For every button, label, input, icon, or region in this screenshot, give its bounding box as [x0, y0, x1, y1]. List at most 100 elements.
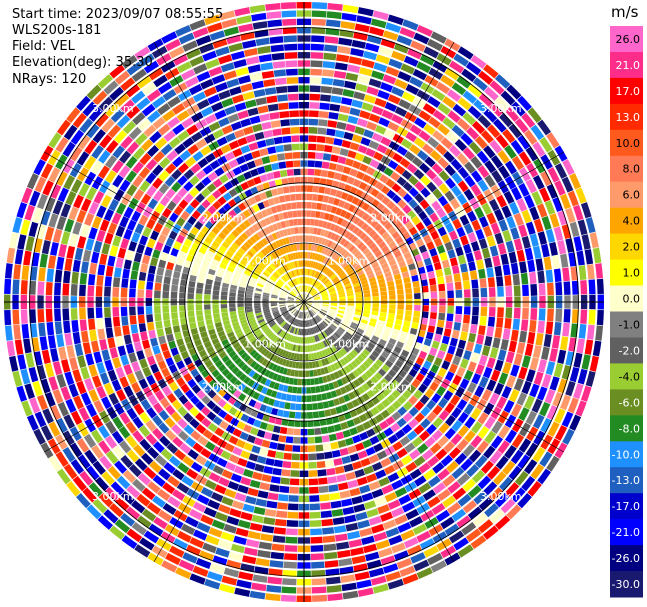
velocity-gate — [289, 343, 294, 351]
velocity-gate — [258, 541, 272, 550]
velocity-gate — [283, 323, 289, 330]
velocity-gate — [364, 226, 373, 234]
colorbar-tick-label: 26.0 — [616, 33, 641, 46]
velocity-gate — [299, 328, 302, 336]
velocity-gate — [454, 452, 468, 466]
velocity-gate — [493, 471, 507, 486]
velocity-gate — [103, 80, 119, 95]
velocity-gate — [539, 401, 551, 417]
velocity-gate — [353, 563, 368, 573]
velocity-gate — [406, 430, 418, 441]
velocity-gate — [344, 80, 357, 90]
velocity-gate — [478, 376, 489, 388]
velocity-gate — [222, 320, 231, 326]
velocity-gate — [359, 110, 371, 120]
velocity-gate — [442, 96, 456, 109]
velocity-gate — [284, 152, 293, 160]
velocity-gate — [287, 282, 293, 288]
velocity-gate — [270, 44, 284, 53]
velocity-gate — [540, 417, 553, 433]
azimuth-spoke — [153, 42, 305, 303]
velocity-gate — [364, 331, 372, 338]
velocity-gate — [472, 306, 479, 316]
velocity-gate — [478, 497, 494, 511]
velocity-gate — [279, 305, 286, 308]
velocity-gate — [385, 322, 394, 328]
colorbar-swatch — [610, 571, 643, 598]
velocity-gate — [257, 490, 269, 499]
velocity-gate — [190, 327, 199, 336]
velocity-gate — [251, 12, 267, 22]
velocity-gate — [588, 309, 596, 325]
velocity-gate — [248, 142, 259, 151]
velocity-gate — [171, 411, 182, 423]
velocity-gate — [241, 322, 249, 328]
velocity-gate — [362, 247, 371, 256]
velocity-gate — [287, 351, 292, 359]
velocity-gate — [446, 460, 459, 473]
velocity-gate — [215, 547, 230, 558]
velocity-gate — [355, 297, 363, 301]
velocity-gate — [374, 346, 383, 354]
velocity-gate — [372, 583, 389, 594]
velocity-gate — [107, 124, 122, 139]
velocity-gate — [206, 323, 215, 331]
velocity-gate — [164, 417, 176, 429]
velocity-gate — [264, 313, 272, 318]
velocity-gate — [284, 194, 291, 202]
velocity-gate — [408, 175, 419, 186]
velocity-gate — [310, 386, 316, 394]
velocity-gate — [310, 536, 323, 544]
velocity-gate — [90, 429, 104, 444]
velocity-gate — [296, 387, 302, 394]
velocity-gate — [215, 46, 230, 57]
velocity-gate — [339, 259, 347, 267]
velocity-gate — [315, 316, 321, 322]
velocity-gate — [310, 309, 316, 315]
velocity-gate — [344, 158, 354, 167]
velocity-gate — [310, 244, 315, 251]
velocity-gate — [272, 355, 278, 363]
velocity-gate — [34, 176, 47, 193]
velocity-gate — [256, 285, 263, 290]
velocity-gate — [131, 210, 142, 223]
velocity-gate — [344, 384, 352, 393]
velocity-gate — [305, 302, 312, 305]
velocity-gate — [132, 161, 144, 174]
velocity-gate — [273, 136, 283, 145]
velocity-gate — [288, 377, 294, 385]
velocity-gate — [314, 300, 321, 302]
velocity-gate — [345, 253, 353, 261]
velocity-gate — [158, 170, 170, 182]
velocity-gate — [494, 359, 504, 372]
velocity-gate — [580, 309, 588, 324]
velocity-gate — [357, 519, 371, 529]
velocity-gate — [456, 366, 466, 378]
velocity-gate — [448, 446, 462, 460]
velocity-gate — [511, 433, 525, 449]
velocity-gate — [358, 413, 368, 423]
velocity-gate — [204, 236, 214, 245]
velocity-gate — [380, 378, 389, 387]
velocity-gate — [228, 159, 239, 169]
velocity-gate — [304, 293, 306, 301]
velocity-gate — [267, 146, 277, 155]
velocity-gate — [376, 392, 386, 402]
velocity-gate — [309, 77, 322, 84]
velocity-gate — [243, 376, 251, 385]
velocity-gate — [212, 394, 222, 404]
velocity-gate — [26, 414, 39, 431]
velocity-gate — [301, 268, 304, 276]
velocity-gate — [314, 302, 321, 305]
velocity-gate — [423, 234, 432, 244]
azimuth-spoke — [303, 301, 564, 453]
velocity-gate — [320, 426, 329, 435]
velocity-gate — [340, 574, 356, 583]
velocity-gate — [378, 227, 387, 236]
velocity-gate — [101, 194, 112, 208]
velocity-gate — [96, 361, 106, 375]
velocity-gate — [285, 314, 291, 320]
velocity-gate — [437, 102, 451, 116]
velocity-gate — [289, 486, 299, 494]
velocity-gate — [457, 180, 469, 193]
